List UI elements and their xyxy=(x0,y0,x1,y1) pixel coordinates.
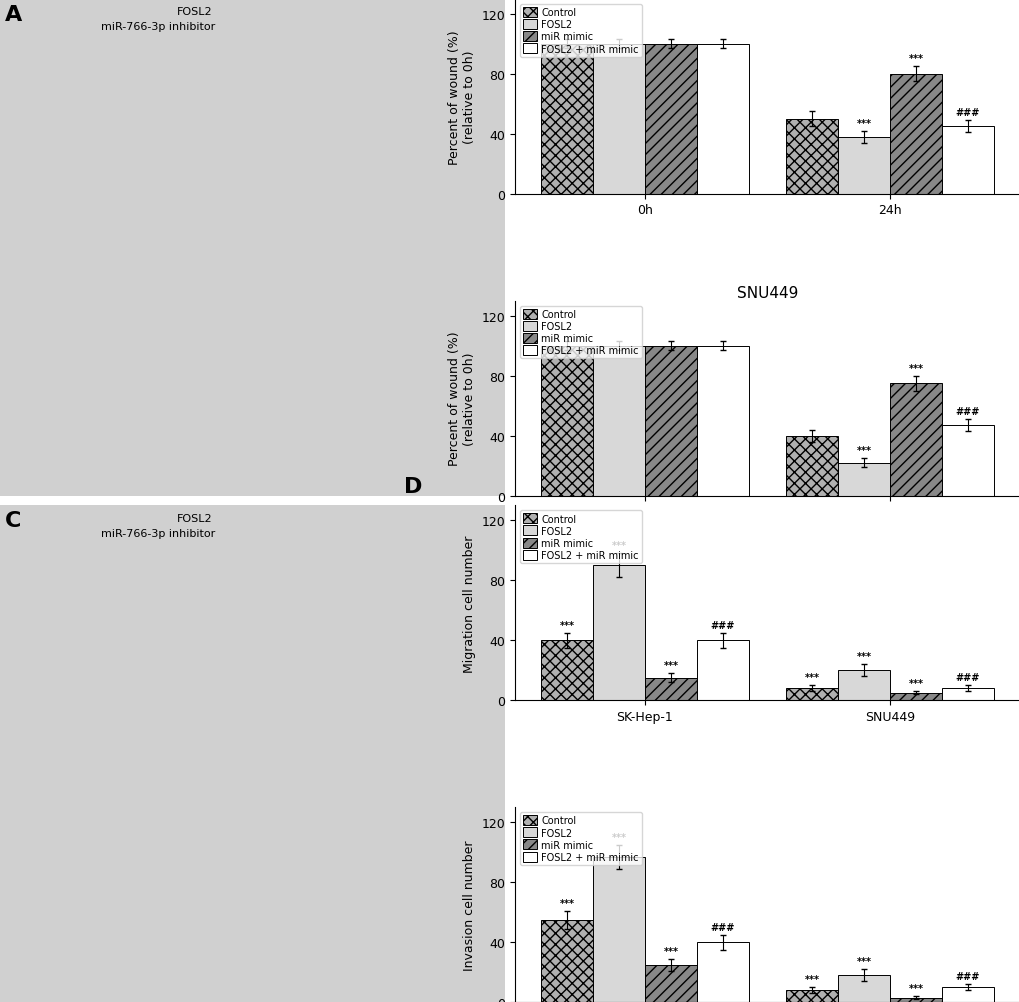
Bar xyxy=(644,45,696,194)
Text: ***: *** xyxy=(559,620,574,630)
Text: ***: *** xyxy=(804,672,819,682)
Text: FOSL2: FOSL2 xyxy=(176,513,212,523)
Text: D: D xyxy=(404,477,422,497)
Text: ***: *** xyxy=(662,660,678,670)
Text: ###: ### xyxy=(955,407,979,417)
Text: ***: *** xyxy=(610,541,626,551)
Bar xyxy=(890,75,942,194)
Text: ***: *** xyxy=(559,898,574,908)
Bar xyxy=(592,857,644,1002)
Text: ***: *** xyxy=(856,956,871,966)
Text: ###: ### xyxy=(710,922,735,932)
Bar xyxy=(942,127,994,194)
Bar xyxy=(838,463,890,496)
Bar xyxy=(838,137,890,194)
Text: miR-766-3p inhibitor: miR-766-3p inhibitor xyxy=(101,528,215,538)
Bar xyxy=(696,45,748,194)
Bar xyxy=(786,688,838,700)
Bar xyxy=(786,436,838,496)
Bar xyxy=(540,920,592,1002)
Bar xyxy=(786,119,838,194)
Text: ###: ### xyxy=(955,971,979,981)
Bar xyxy=(644,347,696,496)
Text: ***: *** xyxy=(908,678,923,688)
Bar xyxy=(644,965,696,1002)
Bar xyxy=(942,688,994,700)
Bar xyxy=(696,942,748,1002)
Bar xyxy=(890,693,942,700)
Bar xyxy=(890,384,942,496)
Text: C: C xyxy=(5,511,21,531)
Bar xyxy=(592,566,644,700)
Text: ***: *** xyxy=(908,364,923,374)
Bar xyxy=(540,347,592,496)
Text: ***: *** xyxy=(908,54,923,64)
Text: ***: *** xyxy=(856,446,871,456)
Text: ***: *** xyxy=(610,832,626,842)
Bar xyxy=(644,678,696,700)
Bar xyxy=(942,426,994,496)
Text: ***: *** xyxy=(908,983,923,993)
Bar xyxy=(540,45,592,194)
Bar xyxy=(942,987,994,1002)
Text: A: A xyxy=(5,5,22,25)
Bar xyxy=(838,670,890,700)
Y-axis label: Migration cell number: Migration cell number xyxy=(463,535,476,672)
Bar xyxy=(592,45,644,194)
Bar xyxy=(890,998,942,1002)
Y-axis label: Percent of wound (%)
(relative to 0h): Percent of wound (%) (relative to 0h) xyxy=(447,30,476,164)
Text: ###: ### xyxy=(955,108,979,118)
Title: SNU449: SNU449 xyxy=(736,286,798,301)
Legend: Control, FOSL2, miR mimic, FOSL2 + miR mimic: Control, FOSL2, miR mimic, FOSL2 + miR m… xyxy=(520,511,641,563)
Bar xyxy=(696,640,748,700)
Legend: Control, FOSL2, miR mimic, FOSL2 + miR mimic: Control, FOSL2, miR mimic, FOSL2 + miR m… xyxy=(520,813,641,865)
Legend: Control, FOSL2, miR mimic, FOSL2 + miR mimic: Control, FOSL2, miR mimic, FOSL2 + miR m… xyxy=(520,307,641,359)
Bar xyxy=(696,347,748,496)
Text: ***: *** xyxy=(856,651,871,661)
Bar xyxy=(540,640,592,700)
Text: ###: ### xyxy=(955,672,979,682)
Text: miR-766-3p inhibitor: miR-766-3p inhibitor xyxy=(101,22,215,32)
Bar xyxy=(838,975,890,1002)
Text: FOSL2: FOSL2 xyxy=(176,7,212,17)
Bar xyxy=(592,347,644,496)
Legend: Control, FOSL2, miR mimic, FOSL2 + miR mimic: Control, FOSL2, miR mimic, FOSL2 + miR m… xyxy=(520,5,641,57)
Text: ***: *** xyxy=(662,946,678,956)
Text: ***: *** xyxy=(804,974,819,984)
Y-axis label: Percent of wound (%)
(relative to 0h): Percent of wound (%) (relative to 0h) xyxy=(447,332,476,466)
Y-axis label: Invasion cell number: Invasion cell number xyxy=(463,840,476,970)
Text: ***: *** xyxy=(856,118,871,128)
Bar xyxy=(786,990,838,1002)
Text: ###: ### xyxy=(710,620,735,630)
